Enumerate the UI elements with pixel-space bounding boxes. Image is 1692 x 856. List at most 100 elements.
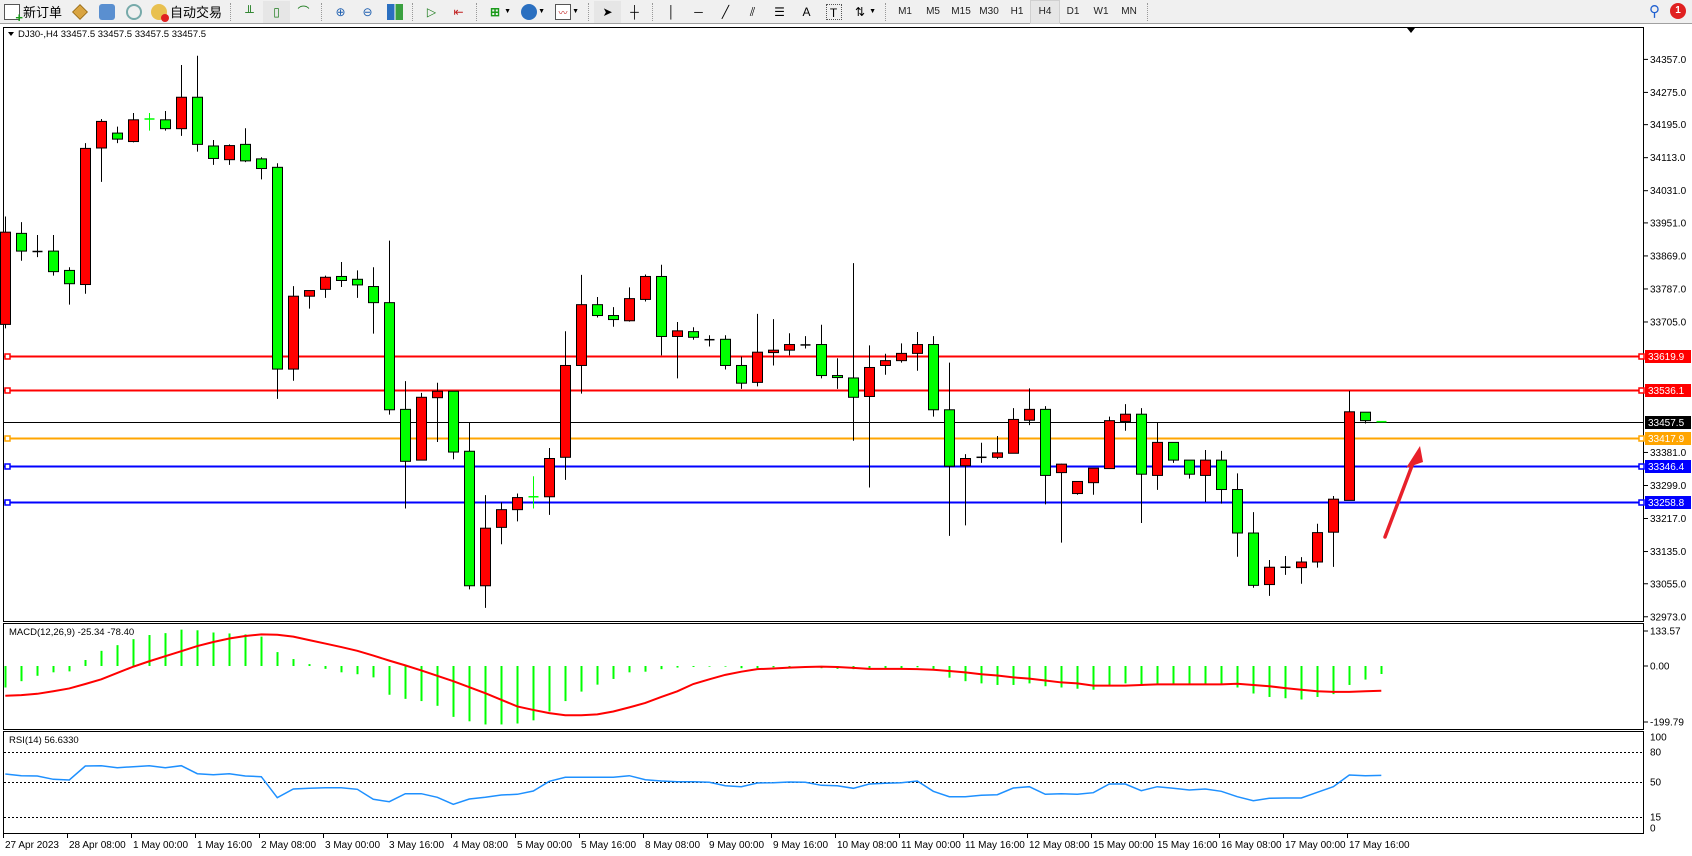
candle — [576, 274, 587, 394]
toolbar-separator — [476, 2, 478, 21]
candle — [400, 381, 411, 509]
zoom-in-button[interactable]: ⊕ — [327, 1, 354, 23]
candle — [864, 345, 875, 488]
timeframe-mn[interactable]: MN — [1121, 6, 1137, 17]
zoom-out-button[interactable]: ⊖ — [354, 1, 381, 23]
candle-body-bearish — [1248, 532, 1259, 586]
level-handle-right[interactable] — [1638, 463, 1645, 470]
trendline-button[interactable]: ╱ — [712, 1, 739, 23]
text-label-icon: T — [825, 3, 842, 20]
auto-scroll-icon: ▷ — [426, 4, 437, 19]
bar-chart-button[interactable]: ╨ — [236, 1, 263, 23]
timeframe-h4[interactable]: H4 — [1030, 0, 1061, 24]
toolbar-separator — [230, 2, 232, 21]
templates-button[interactable]: 〰 ▼ — [550, 1, 584, 23]
trendline-icon: ╱ — [721, 4, 730, 19]
candle — [1360, 411, 1371, 424]
level-handle-left[interactable] — [4, 353, 11, 360]
macd-indicator — [4, 629, 1383, 725]
price-level-tag — [1645, 432, 1691, 445]
level-handle-right[interactable] — [1638, 499, 1645, 506]
candle-body-bullish — [1296, 561, 1307, 569]
timeframe-m1[interactable]: M1 — [898, 6, 912, 17]
new-order-button[interactable]: + 新订单 — [0, 1, 66, 24]
fibonacci-button[interactable]: ☰ — [766, 1, 793, 23]
candle-body-bearish — [400, 408, 411, 462]
chart-menu-triangle-icon[interactable] — [8, 32, 14, 36]
rsi-label: RSI(14) 56.6330 — [9, 735, 79, 746]
auto-scroll-button[interactable]: ▷ — [418, 1, 445, 23]
level-handle-right[interactable] — [1638, 435, 1645, 442]
time-axis-label: 5 May 00:00 — [517, 840, 572, 851]
candle — [32, 234, 43, 258]
candle — [496, 502, 507, 545]
timeframe-m30[interactable]: M30 — [979, 6, 999, 17]
candle-body-bullish — [896, 352, 907, 362]
cursor-button[interactable]: ➤ — [594, 0, 622, 23]
level-handle-right[interactable] — [1638, 387, 1645, 394]
candle — [928, 336, 939, 417]
chart-shift-button[interactable]: ⇤ — [445, 1, 472, 23]
candle — [304, 290, 315, 309]
candle-body-bullish — [1200, 459, 1211, 476]
timeframe-h1[interactable]: H1 — [1010, 6, 1024, 17]
equidistant-channel-button[interactable]: ⫽ — [739, 1, 766, 23]
periods-button[interactable]: ▼ — [516, 1, 550, 23]
crosshair-button[interactable]: ┼ — [621, 1, 648, 23]
line-chart-button[interactable]: ⌒ — [290, 1, 317, 23]
level-handle-left[interactable] — [4, 463, 11, 470]
arrows-button[interactable]: ⇅ ▼ — [847, 1, 881, 23]
text-label-button[interactable]: T — [820, 1, 847, 23]
candle — [560, 331, 571, 480]
auto-trading-button[interactable]: 自动交易 — [147, 1, 226, 23]
level-handle-right[interactable] — [1638, 353, 1645, 360]
vertical-line-button[interactable]: │ — [658, 1, 685, 23]
chart-shift-icon: ⇤ — [453, 4, 464, 19]
timeframe-m5[interactable]: M5 — [926, 6, 940, 17]
candle — [128, 112, 139, 143]
timeframe-w1[interactable]: W1 — [1093, 6, 1109, 17]
candle-body-bullish — [576, 304, 587, 366]
candle — [1200, 450, 1211, 503]
candle-body-bearish — [720, 338, 731, 366]
candle-body-bullish — [1024, 408, 1035, 421]
chart-shift-marker-icon[interactable] — [1407, 28, 1415, 33]
text-button[interactable]: A — [793, 1, 820, 23]
time-axis-label: 17 May 00:00 — [1285, 840, 1346, 851]
candle-body-bullish — [912, 344, 923, 354]
candle-body-bullish — [1328, 498, 1339, 533]
timeframe-m15[interactable]: M15 — [951, 6, 971, 17]
candle-body-bullish — [1104, 420, 1115, 470]
level-handle-left[interactable] — [4, 435, 11, 442]
candle — [176, 65, 187, 136]
candle-body-bearish — [592, 304, 603, 317]
candle-body-bearish — [688, 331, 699, 338]
candle-body-bullish — [512, 497, 523, 511]
crosshair-icon: ┼ — [630, 4, 639, 19]
level-handle-left[interactable] — [4, 499, 11, 506]
indicators-button[interactable]: ⊞ ▼ — [482, 1, 516, 23]
market-watch-button[interactable] — [93, 1, 120, 23]
candle — [272, 163, 283, 399]
main-chart-panel[interactable] — [3, 27, 1644, 622]
candle — [736, 356, 747, 389]
search-icon[interactable]: ⚲ — [1649, 3, 1660, 20]
level-handle-left[interactable] — [4, 387, 11, 394]
chart-header: DJ30-,H4 33457.5 33457.5 33457.5 33457.5 — [18, 29, 206, 40]
tile-windows-button[interactable] — [381, 1, 408, 23]
candle-body-bullish — [960, 458, 971, 467]
timeframe-d1[interactable]: D1 — [1066, 6, 1080, 17]
candle — [48, 234, 59, 276]
toolbar-separator — [321, 2, 323, 21]
horizontal-line-button[interactable]: ─ — [685, 1, 712, 23]
notification-badge[interactable]: 1 — [1670, 3, 1686, 19]
toolbar-separator — [588, 2, 590, 21]
candle-body-bearish — [336, 275, 347, 281]
candle-body-bullish — [1312, 532, 1323, 563]
tile-windows-icon — [386, 3, 403, 20]
macd-panel[interactable] — [3, 623, 1644, 730]
candlestick-button[interactable]: ▯ — [263, 0, 291, 23]
candle — [640, 274, 651, 302]
signals-button[interactable] — [120, 1, 147, 23]
